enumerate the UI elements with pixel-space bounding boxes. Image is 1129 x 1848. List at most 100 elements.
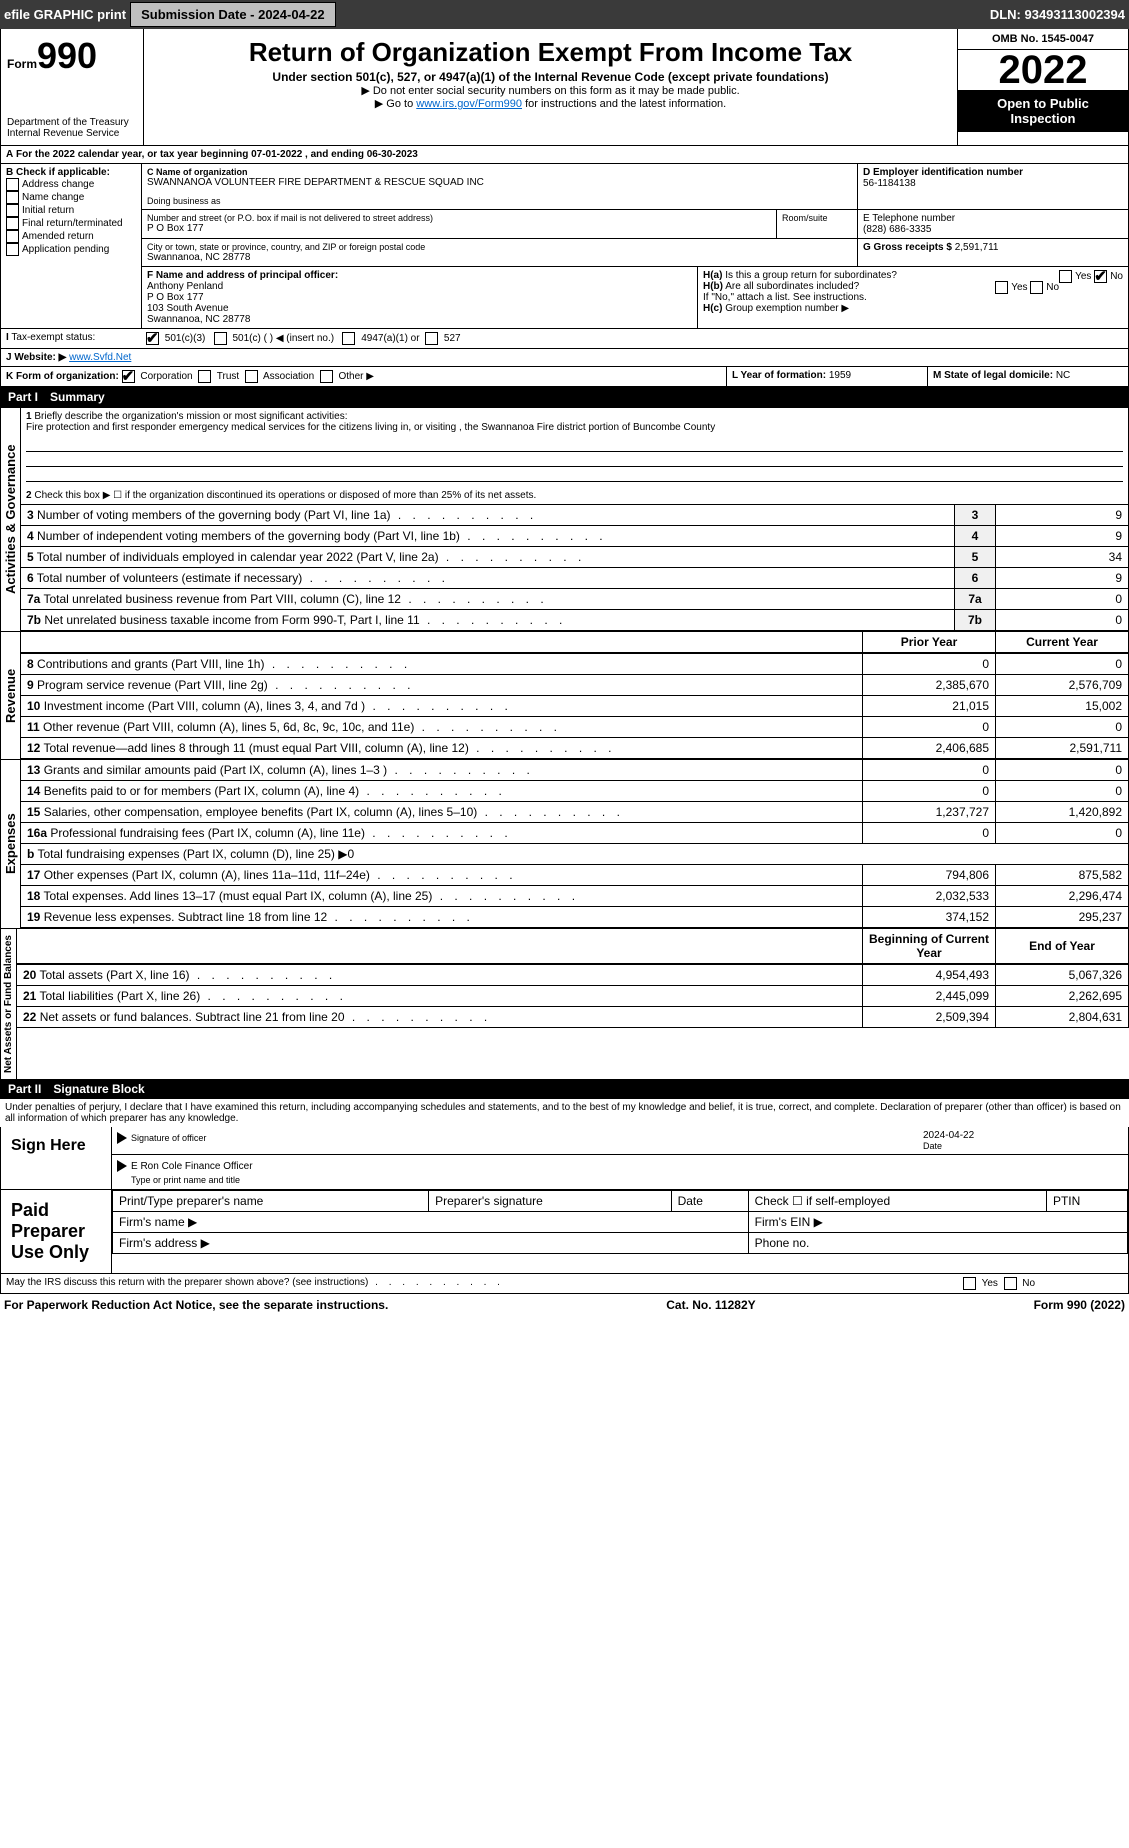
part2-title: Part II	[8, 1082, 41, 1096]
phone: (828) 686-3335	[863, 224, 1123, 235]
topbar: efile GRAPHIC print Submission Date - 20…	[0, 0, 1129, 29]
irs-link[interactable]: www.irs.gov/Form990	[416, 98, 522, 110]
cat: Cat. No. 11282Y	[666, 1298, 755, 1312]
f-l1: P O Box 177	[147, 292, 692, 303]
chk-final[interactable]	[6, 217, 19, 230]
line-a-text: For the 2022 calendar year, or tax year …	[16, 149, 418, 160]
omb: OMB No. 1545-0047	[958, 29, 1128, 50]
b3: Final return/terminated	[22, 218, 123, 229]
form-subtitle: Under section 501(c), 527, or 4947(a)(1)…	[150, 70, 951, 84]
h-note: If "No," attach a list. See instructions…	[703, 292, 1123, 303]
note2-pre: ▶ Go to	[375, 98, 416, 110]
box-b: B Check if applicable: Address change Na…	[1, 164, 142, 328]
may-no[interactable]	[1004, 1277, 1017, 1290]
part2-name: Signature Block	[53, 1082, 144, 1096]
dba-label: Doing business as	[147, 196, 852, 206]
submission-date-btn[interactable]: Submission Date - 2024-04-22	[130, 2, 336, 27]
p-date: Date	[671, 1191, 748, 1212]
l1-label: Briefly describe the organization's miss…	[34, 411, 347, 422]
street: P O Box 177	[147, 223, 771, 234]
chk-4947[interactable]	[342, 332, 355, 345]
officer-name: E Ron Cole Finance Officer	[131, 1161, 253, 1172]
fphone: Phone no.	[748, 1233, 1127, 1254]
part1-name: Summary	[50, 390, 105, 404]
e-label: E Telephone number	[863, 213, 1123, 224]
m-label: M State of legal domicile:	[933, 370, 1053, 381]
d-label: D Employer identification number	[863, 167, 1123, 178]
m-val: NC	[1056, 370, 1070, 381]
j-label: Website: ▶	[14, 352, 66, 363]
org-name: SWANNANOA VOLUNTEER FIRE DEPARTMENT & RE…	[147, 177, 852, 188]
city: Swannanoa, NC 28778	[147, 252, 852, 263]
k2: Trust	[217, 371, 239, 382]
na-header: Beginning of Current YearEnd of Year	[17, 928, 1129, 964]
my: Yes	[982, 1278, 998, 1289]
open-public: Open to Public Inspection	[958, 90, 1128, 132]
i-label: Tax-exempt status:	[11, 332, 95, 343]
may-yes[interactable]	[963, 1277, 976, 1290]
section-rev: Revenue	[0, 631, 21, 759]
i1: 501(c)(3)	[165, 333, 206, 344]
f-l3: Swannanoa, NC 28778	[147, 314, 692, 325]
efile-label: efile GRAPHIC print	[4, 7, 126, 22]
ha-no[interactable]	[1094, 270, 1107, 283]
part1-title: Part I	[8, 390, 38, 404]
b2: Initial return	[22, 205, 74, 216]
b1: Name change	[22, 192, 84, 203]
note2-post: for instructions and the latest informat…	[522, 98, 726, 110]
chk-address[interactable]	[6, 178, 19, 191]
k-label: K Form of organization:	[6, 371, 119, 382]
form-title: Return of Organization Exempt From Incom…	[150, 37, 951, 68]
revenue-header: Prior YearCurrent Year	[21, 631, 1129, 653]
summary-table-a: 3 Number of voting members of the govern…	[21, 504, 1129, 631]
l-val: 1959	[829, 370, 851, 381]
chk-501c3[interactable]	[146, 332, 159, 345]
ptin: PTIN	[1046, 1191, 1127, 1212]
chk-amended[interactable]	[6, 230, 19, 243]
note1: ▶ Do not enter social security numbers o…	[150, 84, 951, 97]
city-label: City or town, state or province, country…	[147, 242, 852, 252]
chk-name[interactable]	[6, 191, 19, 204]
p-name: Print/Type preparer's name	[113, 1191, 429, 1212]
b-label: B Check if applicable:	[6, 167, 136, 178]
preparer-table: Print/Type preparer's namePreparer's sig…	[112, 1190, 1128, 1254]
chk-app[interactable]	[6, 243, 19, 256]
street-label: Number and street (or P.O. box if mail i…	[147, 213, 771, 223]
dln: DLN: 93493113002394	[990, 7, 1125, 22]
hb: Are all subordinates included?	[725, 281, 859, 292]
no1: No	[1110, 271, 1123, 282]
b0: Address change	[22, 179, 94, 190]
col-current: Current Year	[996, 632, 1129, 653]
chk-corp[interactable]	[122, 370, 135, 383]
chk-initial[interactable]	[6, 204, 19, 217]
ha-yes[interactable]	[1059, 270, 1072, 283]
chk-501c[interactable]	[214, 332, 227, 345]
gross-receipts: 2,591,711	[955, 242, 999, 253]
header-title-box: Return of Organization Exempt From Incom…	[144, 29, 957, 145]
part2-header: Part II Signature Block	[0, 1079, 1129, 1099]
revenue-table: 8 Contributions and grants (Part VIII, l…	[21, 653, 1129, 759]
chk-trust[interactable]	[198, 370, 211, 383]
b5: Application pending	[22, 244, 109, 255]
chk-assoc[interactable]	[245, 370, 258, 383]
section-exp: Expenses	[0, 759, 21, 928]
dept: Department of the Treasury	[7, 117, 137, 128]
hb-yes[interactable]	[995, 281, 1008, 294]
g-label: G Gross receipts $	[863, 242, 952, 253]
col-prior: Prior Year	[863, 632, 996, 653]
form-id-box: Form990 Department of the Treasury Inter…	[1, 29, 144, 145]
website-link[interactable]: www.Svfd.Net	[69, 352, 131, 363]
sig-date: 2024-04-22	[923, 1130, 1123, 1141]
k1: Corporation	[140, 371, 192, 382]
col-begin: Beginning of Current Year	[863, 929, 996, 964]
line-a: A For the 2022 calendar year, or tax yea…	[1, 146, 1128, 164]
sig-officer-label: Signature of officer	[131, 1133, 206, 1143]
l2: Check this box ▶ ☐ if the organization d…	[34, 490, 536, 501]
p-check: Check ☐ if self-employed	[748, 1191, 1046, 1212]
hb-no[interactable]	[1030, 281, 1043, 294]
f-name: Anthony Penland	[147, 281, 692, 292]
type-label: Type or print name and title	[131, 1175, 240, 1185]
chk-527[interactable]	[425, 332, 438, 345]
form-number: 990	[37, 35, 97, 76]
chk-other[interactable]	[320, 370, 333, 383]
